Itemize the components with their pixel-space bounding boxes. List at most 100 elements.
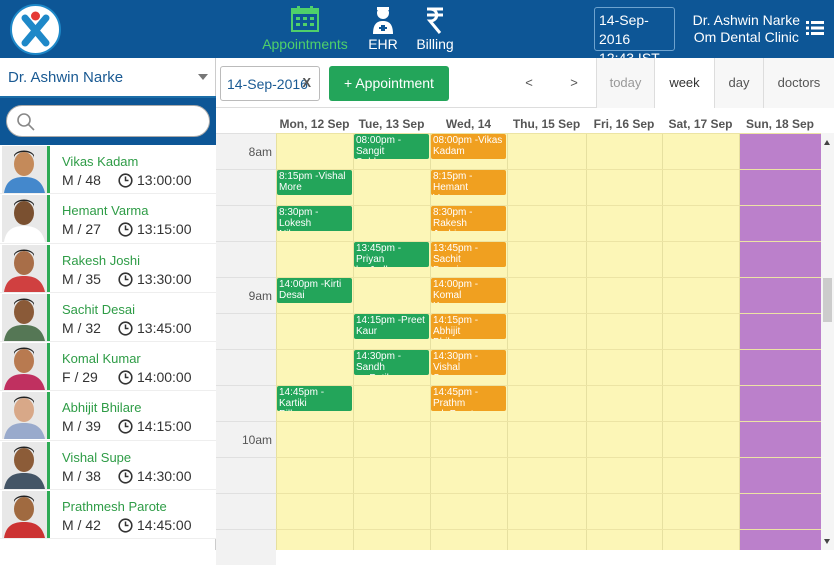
patient-name: Vikas Kadam	[62, 154, 139, 169]
time-slot	[216, 169, 276, 205]
patient-item[interactable]: Hemant Varma M / 27 13:15:00	[0, 194, 216, 244]
avatar	[2, 195, 50, 243]
grid-line	[276, 493, 821, 494]
day-column[interactable]	[276, 133, 353, 550]
patient-name: Hemant Varma	[62, 203, 149, 219]
doctor-select[interactable]: Dr. Ashwin Narke	[0, 58, 216, 98]
doctor-info[interactable]: Dr. Ashwin Narke Om Dental Clinic	[693, 12, 800, 46]
appointment-event[interactable]: 08:00pm -SangitSable	[354, 134, 429, 159]
patient-appointment-time: 13:00:00	[118, 172, 192, 188]
grid-line	[276, 385, 821, 386]
event-line: 8:15pm -Vishal	[279, 171, 346, 182]
appointment-event[interactable]: 8:30pm -LokeshNikam	[277, 206, 352, 231]
event-line: Nikam	[279, 229, 350, 231]
patient-item[interactable]: Vishal Supe M / 38 14:30:00	[0, 440, 216, 491]
time-slot	[216, 457, 276, 493]
patient-list: Vikas Kadam M / 48 13:00:00 Hemant Varma…	[0, 145, 216, 540]
day-header: Sat, 17 Sep	[668, 117, 733, 131]
day-column[interactable]	[662, 133, 739, 550]
logo-x-icon	[21, 11, 50, 47]
scroll-down-icon[interactable]	[824, 539, 830, 544]
nav-appointments[interactable]: Appointments	[258, 0, 352, 58]
patient-item[interactable]: Abhijit Bhilare M / 39 14:15:00	[0, 391, 216, 441]
nav-billing[interactable]: Billing	[412, 0, 458, 58]
patient-time-value: 14:30:00	[137, 467, 192, 484]
event-line: 8:30pm -Rakesh	[433, 207, 473, 229]
next-button[interactable]: >	[570, 75, 578, 90]
calendar-icon	[291, 6, 319, 32]
nav-ehr-label: EHR	[368, 36, 398, 52]
menu-list-icon[interactable]	[806, 20, 824, 36]
search-input[interactable]	[41, 111, 201, 131]
patient-search[interactable]	[6, 105, 210, 137]
time-slot: 9am	[216, 277, 276, 313]
event-line: Desai	[433, 265, 504, 267]
day-column[interactable]	[507, 133, 586, 550]
scroll-thumb[interactable]	[823, 278, 832, 322]
scroll-up-icon[interactable]	[824, 140, 830, 145]
patient-name: Prathmesh Parote	[62, 499, 167, 515]
day-column[interactable]	[739, 133, 821, 550]
date-chip-close-button[interactable]: X	[302, 75, 311, 90]
day-header: Wed, 14	[445, 117, 492, 131]
appointment-event[interactable]: 14:00pm -Kirti Desai	[277, 278, 352, 303]
day-view-button[interactable]: day	[715, 58, 763, 108]
patient-item[interactable]: Vikas Kadam M / 48 13:00:00	[0, 145, 216, 195]
add-appointment-button[interactable]: + Appointment	[329, 66, 449, 101]
clinic-name: Om Dental Clinic	[693, 29, 799, 45]
event-line: Kumar	[433, 301, 504, 303]
avatar	[2, 343, 50, 391]
caret-down-icon	[198, 74, 208, 80]
patient-gender-age: M / 35	[62, 270, 101, 287]
week-calendar: 8am 9am 10am Mon, 12 Sep Tue, 13 Sep Wed, 14…	[216, 108, 834, 565]
today-button[interactable]: today	[596, 58, 654, 108]
appointment-event[interactable]: 14:30pm -Sandhya Patil	[354, 350, 429, 375]
appointment-event[interactable]: 13:45pm -Priyanka Jadhav	[354, 242, 429, 267]
patient-gender-age: M / 48	[62, 172, 101, 188]
day-column[interactable]	[353, 133, 430, 550]
grid-line	[276, 349, 821, 350]
app-logo[interactable]	[10, 4, 61, 55]
patient-item[interactable]: Sachit Desai M / 32 13:45:00	[0, 292, 216, 343]
day-column[interactable]	[586, 133, 662, 550]
calendar-scrollbar[interactable]	[821, 133, 834, 550]
appointment-event[interactable]: 08:00pm -Vikas Kadam	[431, 134, 506, 159]
appointment-event[interactable]: 14:15pm -Preet Kaur	[354, 314, 429, 339]
patient-item[interactable]: Prathmesh Parote M / 42 14:45:00	[0, 490, 216, 540]
event-line: 14:45pm -Prathm	[433, 387, 479, 409]
day-header: Thu, 15 Sep	[512, 117, 581, 131]
event-line: 14:30pm -Vishal	[433, 351, 479, 373]
date-chip[interactable]: 14-Sep-2016 X	[220, 66, 320, 101]
doctors-view-button[interactable]: doctors	[763, 58, 834, 108]
patient-name: Sachit Desai	[62, 301, 135, 317]
week-view-button[interactable]: week	[654, 58, 715, 108]
appointment-event[interactable]: 8:15pm -HemantVerma	[431, 170, 506, 195]
day-column[interactable]	[430, 133, 507, 550]
patient-item[interactable]: Rakesh Joshi M / 35 13:30:00	[0, 243, 216, 293]
event-line: Kadam	[433, 146, 465, 157]
event-line: 13:45pm -Sachit	[433, 243, 479, 265]
time-slot: 8am	[216, 133, 276, 169]
time-slot	[216, 385, 276, 421]
patient-item[interactable]: Komal Kumar F / 29 14:00:00	[0, 342, 216, 392]
grid-line	[276, 133, 821, 134]
appointment-event[interactable]: 14:45pm -Prathmrsh Parote.	[431, 386, 506, 411]
patient-name: Vishal Supe	[62, 449, 132, 465]
appointment-event[interactable]: 8:15pm -Vishal More	[277, 170, 352, 195]
grid-line	[276, 205, 821, 206]
avatar	[2, 392, 50, 440]
event-line: 13:45pm -Priyan	[356, 243, 402, 265]
clock-icon	[118, 271, 133, 287]
patient-name: Rakesh Joshi	[62, 252, 141, 268]
appointment-event[interactable]: 14:45pm -KartikiPille	[277, 386, 352, 411]
prev-button[interactable]: <	[525, 75, 533, 90]
patient-time-value: 13:15:00	[137, 221, 192, 238]
nav-ehr[interactable]: EHR	[362, 0, 404, 58]
avatar	[2, 244, 50, 292]
clock-icon	[118, 222, 133, 237]
